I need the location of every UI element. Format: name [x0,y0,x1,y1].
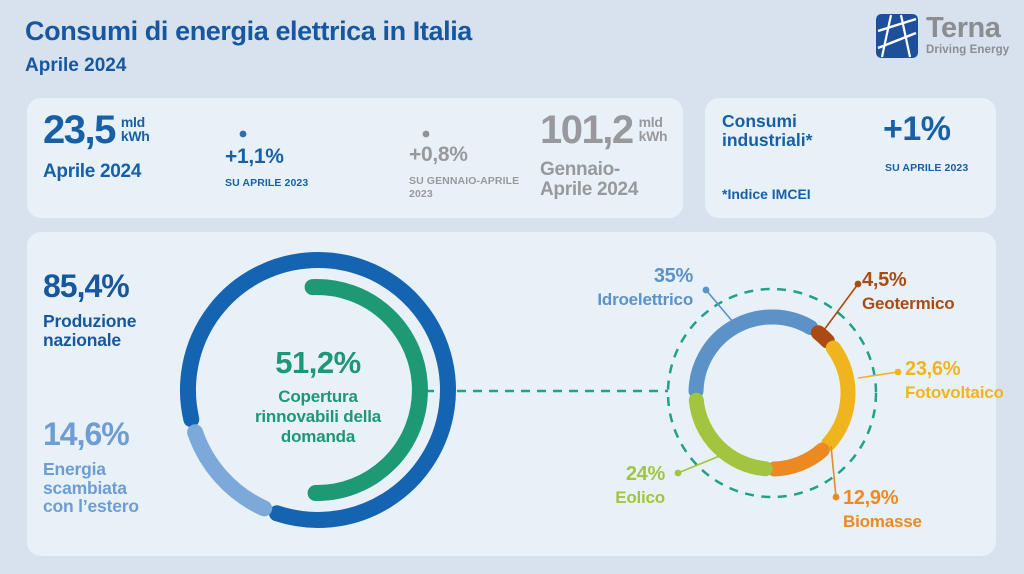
donut-segment-energia-scambiata-con-l-estero [187,424,273,517]
demand-coverage-donut-inner-ring [304,279,428,502]
terna-logo-mark-icon [876,14,918,58]
foreign-exchange-label: Energia scambiata con l’estero [43,459,139,516]
industrial-consumption-card: Consumi industriali* +1% SU APRILE 2023 … [705,98,996,218]
consumption-stats-card: 23,5 mld kWh Aprile 2024 +1,1% SU APRILE… [27,98,683,218]
comparison-arrow-left-icon [422,130,519,138]
ytd-value: 101,2 [540,108,634,152]
industrial-title: Consumi industriali* [722,111,813,150]
demand-coverage-donut-outer-ring [179,252,456,528]
ytd-period: Gennaio- Aprile 2024 [540,159,639,200]
ytd-unit: mld kWh [638,114,668,144]
page-subtitle: Aprile 2024 [25,55,127,76]
idroelettrico-leader-line [702,286,734,323]
monthly-value: 23,5 [43,108,116,152]
comparison-arrow-right-icon [155,130,247,138]
national-production-value: 85,4% [43,268,130,304]
donut-segment-produzione-nazionale [179,252,456,528]
eolico-label: 24% Eolico [615,463,665,507]
renewables-coverage-center-label: 51,2% Copertura rinnovabili della domand… [254,345,382,446]
renewables-mix-donut-ring [688,309,856,477]
national-production-label: Produzione nazionale [43,311,137,350]
ytd-delta-reference: SU GENNAIO-APRILE 2023 [409,175,520,200]
production-renewables-card: 85,4% Produzione nazionale 14,6% Energia… [27,232,1004,556]
monthly-period: Aprile 2024 [43,161,142,182]
donut-charts-canvas [179,252,902,528]
industrial-delta-reference: SU APRILE 2023 [885,162,969,174]
fotovoltaico-leader-line [857,368,902,379]
donut-segment-eolico [688,392,773,477]
logo-tagline: Driving Energy [926,44,1010,56]
imcei-footnote: *Indice IMCEI [722,186,811,202]
idroelettrico-label: 35% Idroelettrico [597,265,693,309]
donut-segment-fotovoltaico [821,340,856,451]
monthly-unit: mld kWh [120,114,150,144]
industrial-delta: +1% [883,110,951,148]
dashed-circle [666,287,878,499]
donut-segment-copertura-rinnovabili-della-domanda [304,279,428,502]
geotermico-label: 4,5% Geotermico [862,269,955,313]
monthly-delta-reference: SU APRILE 2023 [225,177,309,189]
biomasse-label: 12,9% Biomasse [843,487,922,531]
page-title: Consumi di energia elettrica in Italia [25,16,472,46]
donut-segment-geotermico [810,325,835,349]
terna-logo: Terna Driving Energy [876,14,1009,58]
geotermico-leader-line [823,280,862,331]
fotovoltaico-label: 23,6% Fotovoltaico [905,358,1004,402]
monthly-delta: +1,1% [225,145,284,168]
ytd-delta: +0,8% [409,143,468,166]
logo-wordmark: Terna [926,12,1001,44]
eolico-leader-line [674,454,723,477]
donut-segment-biomasse [767,442,830,477]
biomasse-leader-line [830,445,840,501]
donut-segment-idroelettrico [688,309,819,399]
foreign-exchange-value: 14,6% [43,416,130,452]
